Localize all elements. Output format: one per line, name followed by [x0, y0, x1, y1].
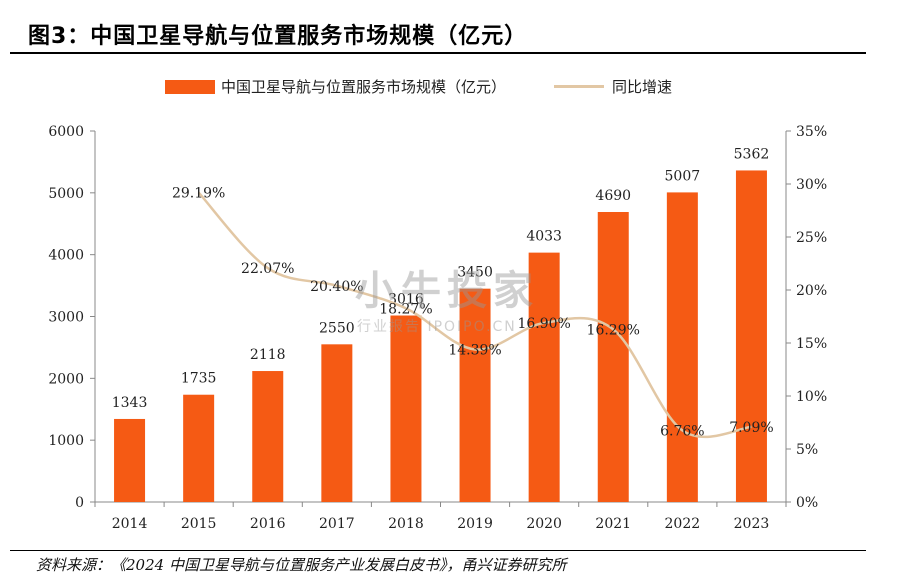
- source-rule: [10, 550, 866, 551]
- bar-data-label: 3450: [457, 265, 493, 281]
- legend-item-line: 同比增速: [554, 76, 672, 97]
- bar: [390, 315, 422, 502]
- legend-bar-swatch: [165, 79, 215, 94]
- x-tick-label: 2014: [112, 516, 148, 532]
- y-right-tick-label: 0%: [796, 495, 818, 511]
- x-tick-label: 2018: [388, 516, 424, 532]
- bar-data-label: 1343: [112, 395, 148, 411]
- chart-legend: 中国卫星导航与位置服务市场规模（亿元） 同比增速: [165, 76, 720, 97]
- y-left-tick-label: 5000: [48, 186, 84, 202]
- y-left-tick-label: 6000: [48, 124, 84, 140]
- title-rule: [10, 52, 866, 54]
- bar: [459, 288, 491, 502]
- line-data-label: 16.90%: [517, 316, 570, 332]
- x-tick-label: 2016: [250, 516, 286, 532]
- bar: [252, 371, 284, 502]
- y-left-tick-label: 1000: [48, 433, 84, 449]
- legend-bar-label: 中国卫星导航与位置服务市场规模（亿元）: [221, 78, 507, 96]
- bar-data-label: 1735: [181, 371, 217, 387]
- y-left-tick-label: 3000: [48, 310, 84, 326]
- y-right-tick-label: 35%: [796, 124, 827, 140]
- bar: [321, 344, 353, 502]
- line-data-label: 22.07%: [241, 261, 294, 277]
- growth-rate-line: [197, 191, 752, 439]
- y-left-tick-label: 2000: [48, 371, 84, 387]
- figure-title: 图3：中国卫星导航与位置服务市场规模（亿元）: [28, 24, 528, 49]
- x-tick-label: 2021: [595, 516, 631, 532]
- line-data-label: 20.40%: [310, 279, 363, 295]
- x-tick-label: 2017: [319, 516, 355, 532]
- x-tick-label: 2022: [665, 516, 701, 532]
- bar: [597, 212, 629, 503]
- y-right-tick-label: 25%: [796, 230, 827, 246]
- y-right-tick-label: 10%: [796, 389, 827, 405]
- line-data-label: 14.39%: [448, 342, 501, 358]
- source-note: 资料来源：《2024 中国卫星导航与位置服务产业发展白皮书》，甬兴证券研究所: [36, 556, 567, 574]
- x-tick-label: 2023: [734, 516, 770, 532]
- bar-data-label: 4033: [526, 229, 562, 245]
- bar-data-label: 2550: [319, 320, 355, 336]
- bar: [666, 192, 698, 502]
- line-data-label: 29.19%: [172, 186, 225, 202]
- bar: [114, 418, 146, 502]
- bar-data-label: 2118: [250, 347, 286, 363]
- bar-data-label: 4690: [595, 188, 631, 204]
- y-right-tick-label: 30%: [796, 177, 827, 193]
- bar: [528, 252, 560, 502]
- line-data-label: 18.27%: [379, 301, 432, 317]
- line-data-label: 7.09%: [729, 420, 773, 436]
- legend-line-swatch: [554, 85, 605, 88]
- x-tick-label: 2020: [526, 516, 562, 532]
- line-data-label: 6.76%: [660, 423, 704, 439]
- y-left-tick-label: 4000: [48, 248, 84, 264]
- line-data-label: 16.29%: [587, 322, 640, 338]
- y-right-tick-label: 20%: [796, 283, 827, 299]
- legend-line-label: 同比增速: [612, 78, 673, 96]
- y-right-tick-label: 5%: [796, 442, 818, 458]
- x-tick-label: 2015: [181, 516, 217, 532]
- x-tick-label: 2019: [457, 516, 493, 532]
- legend-item-bar: 中国卫星导航与位置服务市场规模（亿元）: [165, 76, 506, 97]
- bar-data-label: 5362: [734, 146, 770, 162]
- bar-data-label: 5007: [665, 168, 701, 184]
- y-right-tick-label: 15%: [796, 336, 827, 352]
- y-left-tick-label: 0: [75, 495, 84, 511]
- bar: [735, 170, 767, 503]
- bar: [183, 394, 215, 502]
